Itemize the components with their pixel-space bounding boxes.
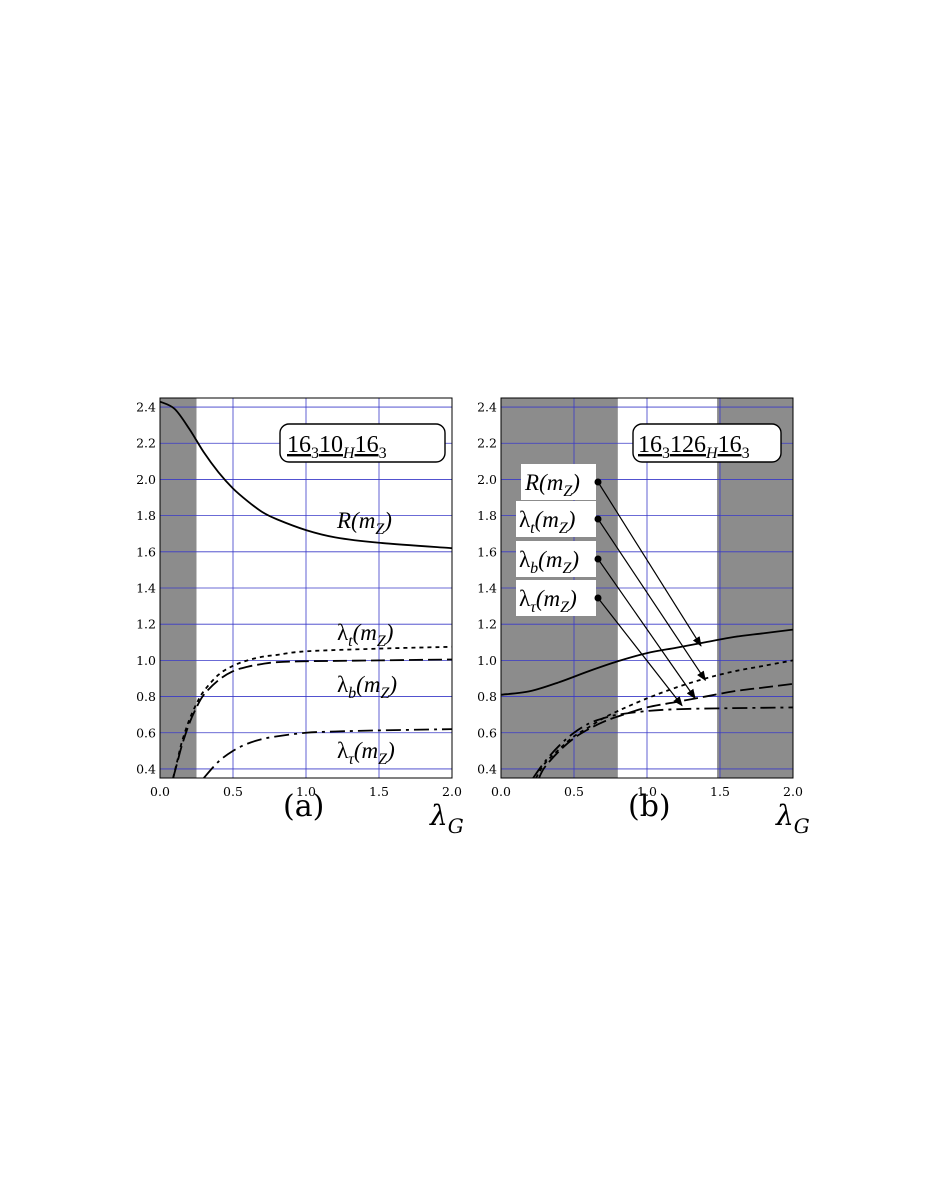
series-line-dash-dot <box>532 706 793 778</box>
y-tick-label: 0.4 <box>136 761 156 776</box>
annotation-R-b: R(mZ) <box>521 464 702 647</box>
x-tick-label: 1.5 <box>369 784 389 799</box>
series-line-dash-dot <box>203 728 452 778</box>
annotation-lt-b: λt(mZ) <box>516 501 706 682</box>
title-box-b: 163126H163 <box>632 423 782 463</box>
y-tick-label: 2.2 <box>136 436 156 451</box>
series-line-dotted <box>535 659 793 778</box>
annotation-dot-lb <box>594 555 602 563</box>
plot-frame <box>500 397 794 779</box>
panel-a: 0.0 0.5 1.0 1.5 2.0 0.4 0.6 0.8 1.0 1.2 1.4 1.6 1.8 2… <box>136 397 464 838</box>
y-tick-label: 1.2 <box>136 617 156 632</box>
series-line-solid <box>501 628 793 696</box>
y-tick-label: 1.2 <box>477 617 497 632</box>
x-tick-label: 2.0 <box>783 784 803 799</box>
y-tick-label: 2.4 <box>136 400 156 415</box>
annotation-ltau-b: λτ(mZ) <box>516 580 683 707</box>
label-lt-a: λt(mZ) <box>337 620 393 650</box>
y-tick-label: 0.6 <box>477 725 497 740</box>
y-tick-label: 0.8 <box>477 689 497 704</box>
x-tick-label: 0.5 <box>564 784 584 799</box>
y-tick-label: 0.4 <box>477 761 497 776</box>
x-tick-label: 1.5 <box>710 784 730 799</box>
annotation-label-lb: λb(mZ) <box>519 547 579 577</box>
y-tick-label: 0.6 <box>136 725 156 740</box>
y-tick-label: 1.8 <box>136 508 156 523</box>
series-line-dashed <box>538 683 793 778</box>
y-tick-label: 1.4 <box>136 581 156 596</box>
y-tick-label: 2.0 <box>477 472 497 487</box>
x-tick-label: 0.0 <box>150 784 170 799</box>
panel-label-a: (a) <box>283 789 324 824</box>
title-box-a: 16310H163 <box>279 423 446 463</box>
y-tick-label: 1.8 <box>477 508 497 523</box>
annotation-arrow-lb <box>597 558 696 700</box>
series-line-solid <box>160 400 452 550</box>
plot-frame <box>159 397 453 779</box>
y-tick-label: 2.4 <box>477 400 497 415</box>
x-axis-label-b: λG <box>775 799 810 838</box>
annotation-dot-ltau <box>594 594 602 602</box>
panel-b: 0.0 0.5 1.0 1.5 2.0 0.4 0.6 0.8 1.0 1.2 1.4 1.6 1.8 2… <box>477 397 810 838</box>
y-tick-label: 1.6 <box>136 544 156 559</box>
panel-label-b: (b) <box>628 789 671 824</box>
x-tick-label: 2.0 <box>442 784 462 799</box>
annotation-arrow-lt <box>597 518 706 682</box>
y-tick-label: 2.0 <box>136 472 156 487</box>
y-tick-label: 1.6 <box>477 544 497 559</box>
x-axis-label-a: λG <box>429 799 464 838</box>
x-tick-label: 0.5 <box>223 784 243 799</box>
x-tick-label: 1.0 <box>637 784 657 799</box>
annotation-dot-R <box>594 478 602 486</box>
annotation-arrow-R <box>597 481 702 647</box>
y-tick-label: 2.2 <box>477 436 497 451</box>
x-tick-label: 1.0 <box>296 784 316 799</box>
label-ltau-a: λτ(mZ) <box>337 738 395 768</box>
series-line-dashed <box>172 658 452 778</box>
y-tick-label: 1.0 <box>136 653 156 668</box>
title-b: 163126H163 <box>638 432 750 462</box>
label-lb-a: λb(mZ) <box>337 672 397 702</box>
x-tick-label: 0.0 <box>491 784 511 799</box>
annotation-arrow-ltau <box>597 597 683 707</box>
y-tick-label: 1.4 <box>477 581 497 596</box>
y-tick-label: 1.0 <box>477 653 497 668</box>
annotation-label-lt: λt(mZ) <box>519 507 575 537</box>
annotation-lb-b: λb(mZ) <box>516 541 696 700</box>
title-a: 16310H163 <box>287 432 387 462</box>
annotation-dot-lt <box>594 515 602 523</box>
annotation-label-ltau: λτ(mZ) <box>519 586 577 616</box>
y-tick-label: 0.8 <box>136 689 156 704</box>
series-line-dotted <box>172 645 452 778</box>
label-R-a: R(mZ) <box>336 508 392 538</box>
